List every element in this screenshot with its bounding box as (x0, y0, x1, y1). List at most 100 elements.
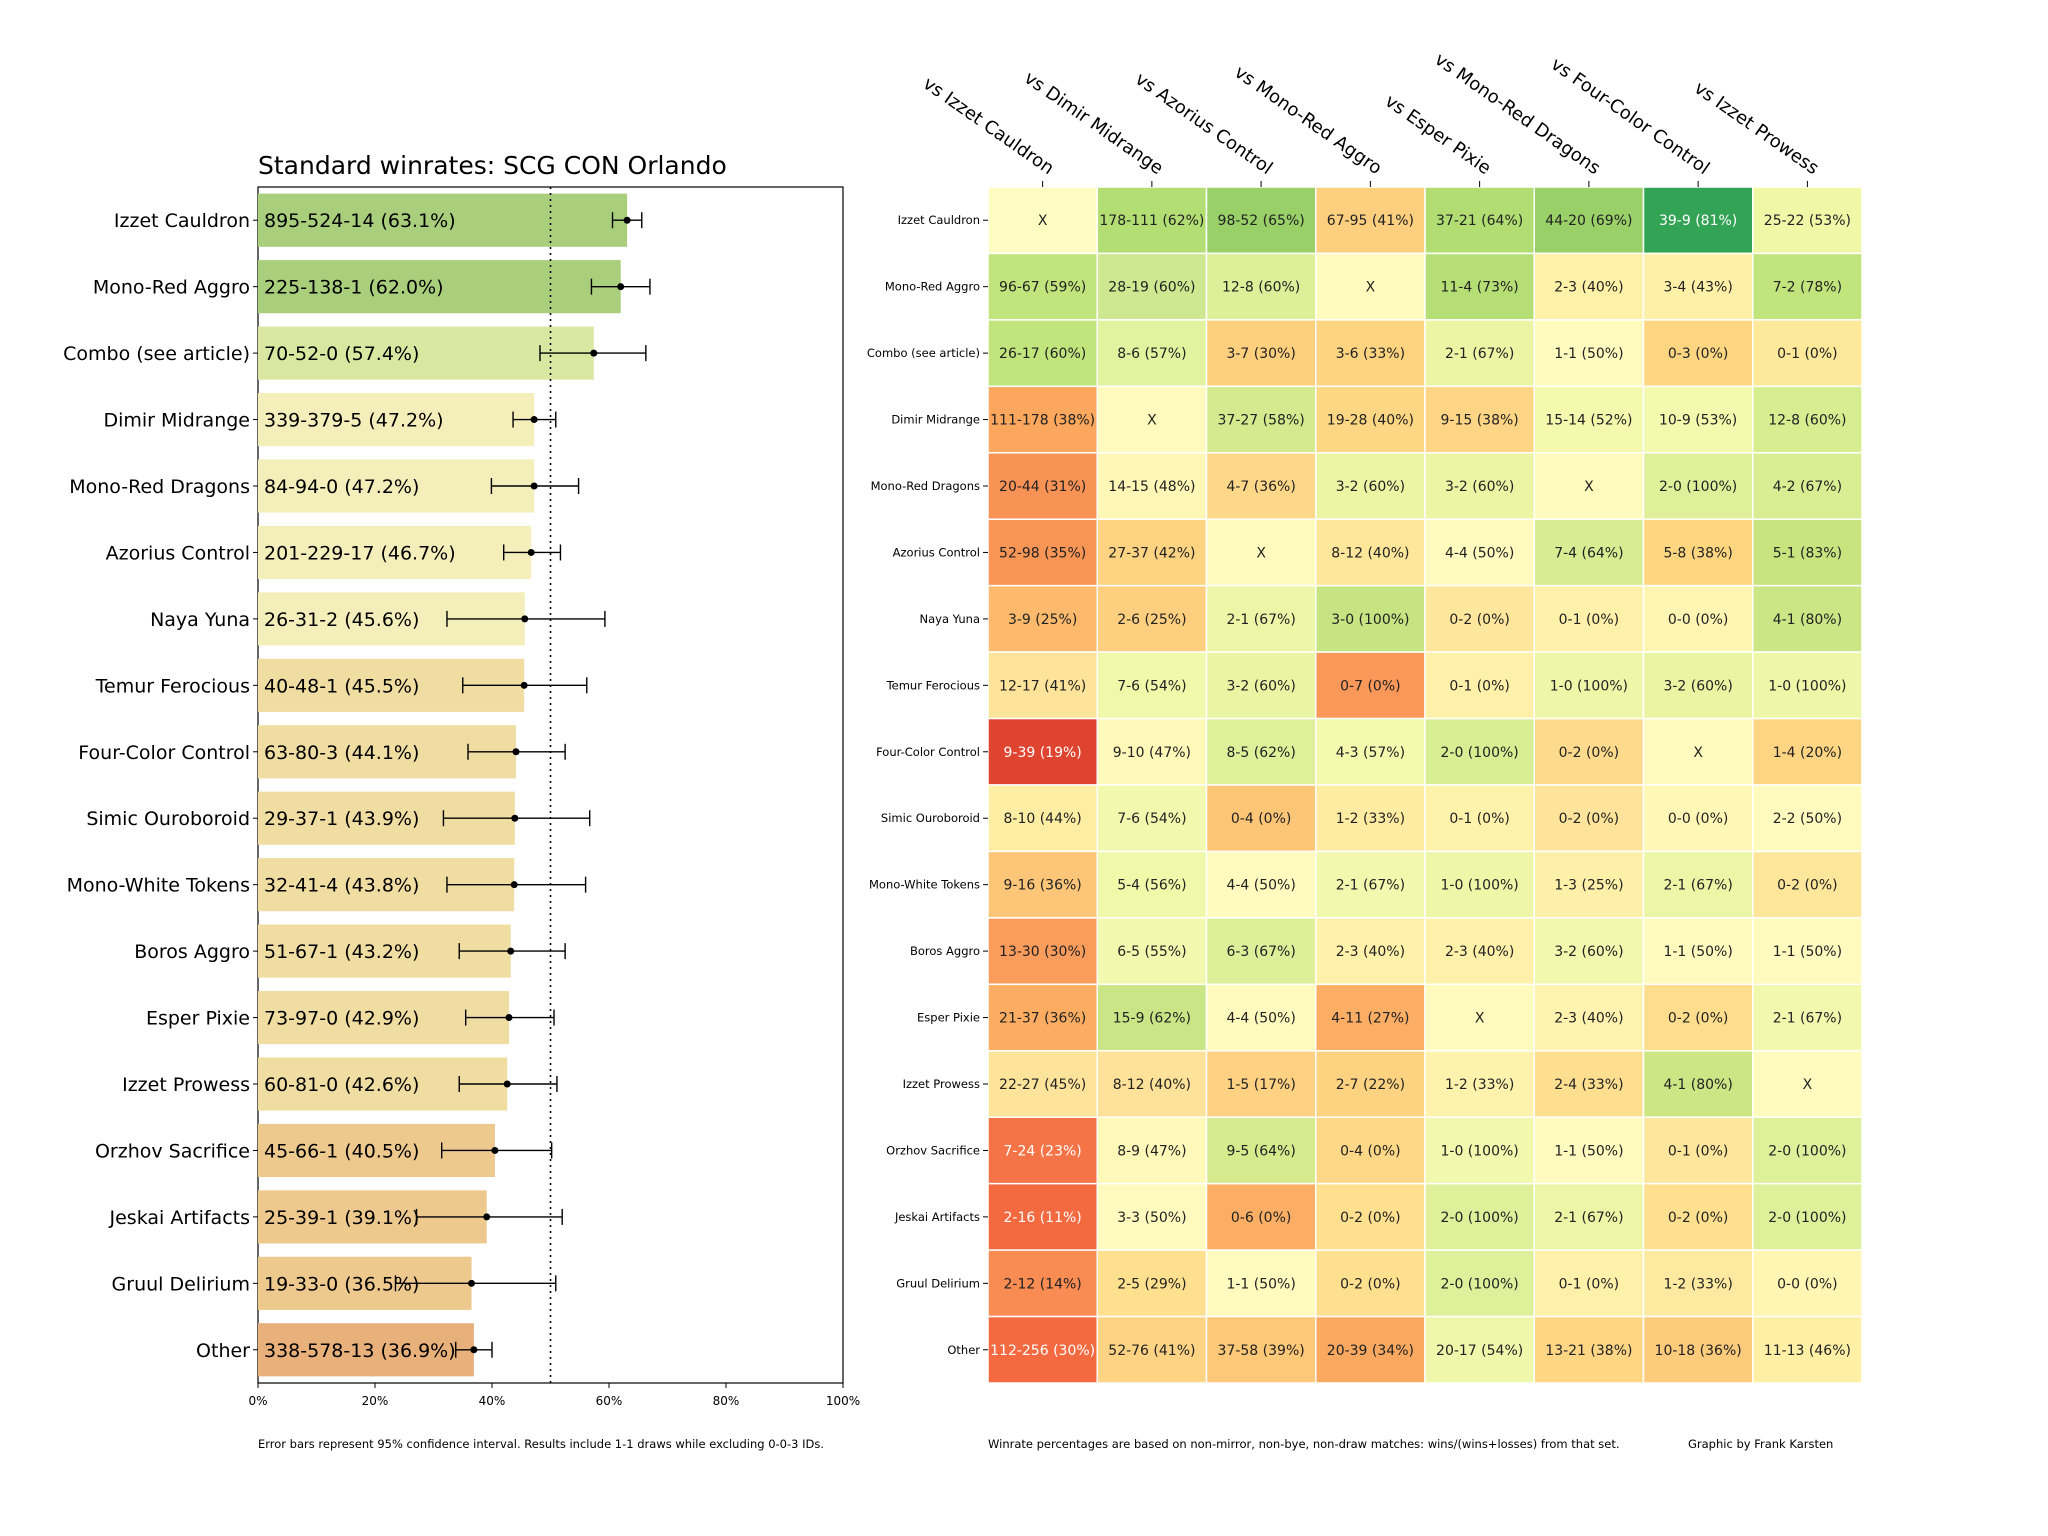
heatmap-cell-label: 2-0 (100%) (1440, 1210, 1518, 1226)
heatmap-row-label: Combo (see article) (867, 346, 980, 360)
heatmap-cell (1642, 584, 1754, 653)
heatmap-cell (1205, 584, 1317, 653)
heatmap-cell (1424, 1182, 1535, 1251)
heatmap-cell-label: 5-1 (83%) (1773, 545, 1842, 561)
heatmap-cell-label: 2-6 (25%) (1117, 612, 1186, 628)
heatmap-cell-label: 1-2 (33%) (1336, 811, 1405, 827)
data-point (505, 1014, 513, 1022)
heatmap-cell-label: 7-4 (64%) (1554, 545, 1623, 561)
heatmap-cell-label: 1-1 (50%) (1663, 944, 1732, 960)
heatmap-cell (1096, 1315, 1208, 1384)
heatmap-cell-label: 2-1 (67%) (1773, 1011, 1842, 1027)
bar-value-label: 51-67-1 (43.2%) (264, 941, 419, 963)
heatmap-cell (1752, 319, 1863, 388)
y-tick-label: Simic Ouroboroid (86, 808, 250, 830)
heatmap-cell (1315, 1182, 1426, 1251)
heatmap-cell-label: 9-16 (36%) (1003, 878, 1081, 894)
heatmap-cell-label: 2-0 (100%) (1659, 479, 1737, 495)
heatmap-cell-label: 2-16 (11%) (1003, 1210, 1081, 1226)
heatmap-cell-label: 3-4 (43%) (1663, 280, 1732, 296)
heatmap-row-label: Azorius Control (893, 545, 980, 559)
heatmap-cell (1096, 252, 1208, 321)
heatmap-cell (987, 850, 1098, 919)
heatmap-cell-label: X (1147, 413, 1157, 429)
heatmap-cell (1096, 1249, 1208, 1318)
data-point (468, 1279, 476, 1287)
heatmap-cell-label: 3-2 (60%) (1663, 678, 1732, 694)
bar-value-label: 26-31-2 (45.6%) (264, 609, 419, 631)
heatmap-cell (1752, 186, 1863, 255)
heatmap-cell (1205, 319, 1317, 388)
y-tick-label: Other (196, 1340, 250, 1362)
heatmap-cell-label: X (1803, 1077, 1813, 1093)
heatmap-cell-label: 4-4 (50%) (1226, 1011, 1295, 1027)
heatmap-cell-label: X (1366, 280, 1376, 296)
heatmap-cell (1096, 1182, 1208, 1251)
graphic-credit: Graphic by Frank Karsten (1688, 1437, 1833, 1451)
heatmap-cell (1424, 850, 1535, 919)
heatmap-cell-label: 15-9 (62%) (1113, 1011, 1191, 1027)
heatmap-cell (1096, 983, 1208, 1052)
data-point (521, 615, 529, 623)
heatmap-cell (1424, 452, 1535, 520)
heatmap-cell (1424, 1315, 1535, 1384)
heatmap-cell-label: 112-256 (30%) (990, 1343, 1095, 1359)
heatmap-cell (987, 186, 1098, 255)
heatmap-cell-label: X (1475, 1011, 1485, 1027)
heatmap-cell (1533, 1182, 1645, 1251)
heatmap-cell (1096, 584, 1208, 653)
heatmap-cell (1533, 319, 1645, 388)
heatmap-cell (1424, 717, 1535, 786)
heatmap-cell (1752, 452, 1863, 520)
heatmap-cell (1533, 850, 1645, 919)
heatmap-footnote: Winrate percentages are based on non-mir… (988, 1437, 1620, 1451)
heatmap-cell (1752, 651, 1863, 720)
heatmap-cell-label: X (1584, 479, 1594, 495)
heatmap-cell (1315, 717, 1426, 786)
heatmap-cell-label: 2-3 (40%) (1336, 944, 1405, 960)
heatmap-cell-label: 8-10 (44%) (1003, 811, 1081, 827)
heatmap-cell-label: 11-4 (73%) (1440, 280, 1518, 296)
heatmap-cell-label: 2-1 (67%) (1554, 1210, 1623, 1226)
heatmap-cell-label: 9-5 (64%) (1226, 1143, 1295, 1159)
heatmap-cell-label: X (1256, 545, 1266, 561)
data-point (511, 814, 519, 822)
heatmap-cell-label: 4-4 (50%) (1226, 878, 1295, 894)
heatmap-cell-label: 3-7 (30%) (1226, 346, 1295, 362)
heatmap-cell-label: 0-3 (0%) (1668, 346, 1728, 362)
x-tick-label: 0% (248, 1394, 267, 1408)
heatmap-cell-label: 13-21 (38%) (1545, 1343, 1632, 1359)
heatmap-cell (1096, 850, 1208, 919)
heatmap-row-label: Izzet Cauldron (898, 213, 980, 227)
heatmap-cell (987, 1249, 1098, 1318)
heatmap-cell (1315, 784, 1426, 853)
bar-value-label: 70-52-0 (57.4%) (264, 343, 419, 365)
y-tick-label: Esper Pixie (146, 1008, 250, 1030)
heatmap-cell-label: 52-76 (41%) (1108, 1343, 1195, 1359)
heatmap-cell-label: 0-1 (0%) (1777, 346, 1837, 362)
bar-value-label: 19-33-0 (36.5%) (264, 1273, 419, 1295)
heatmap-cell (987, 319, 1098, 388)
heatmap-cell-label: 1-2 (33%) (1663, 1276, 1732, 1292)
heatmap-cell (1096, 1050, 1208, 1118)
bar (258, 525, 532, 580)
heatmap-cell (1315, 319, 1426, 388)
heatmap-cell-label: 1-1 (50%) (1554, 346, 1623, 362)
heatmap-cell-label: 8-9 (47%) (1117, 1143, 1186, 1159)
heatmap-cell-label: 0-1 (0%) (1559, 612, 1619, 628)
heatmap-cell (1533, 784, 1645, 853)
data-point (491, 1146, 499, 1154)
data-point (512, 748, 520, 756)
heatmap-cell-label: 7-2 (78%) (1773, 280, 1842, 296)
heatmap-cell-label: 8-6 (57%) (1117, 346, 1186, 362)
heatmap-cell-label: 2-7 (22%) (1336, 1077, 1405, 1093)
y-tick-label: Mono-White Tokens (67, 875, 250, 897)
heatmap-cell (1533, 1315, 1645, 1384)
heatmap-cell (1642, 784, 1754, 853)
heatmap-cell-label: 2-5 (29%) (1117, 1276, 1186, 1292)
heatmap-cell (1205, 983, 1317, 1052)
heatmap-cell-label: 10-18 (36%) (1655, 1343, 1742, 1359)
heatmap-cell (1752, 1315, 1863, 1384)
heatmap-cell-label: 12-17 (41%) (999, 678, 1086, 694)
heatmap-cell (1315, 452, 1426, 520)
